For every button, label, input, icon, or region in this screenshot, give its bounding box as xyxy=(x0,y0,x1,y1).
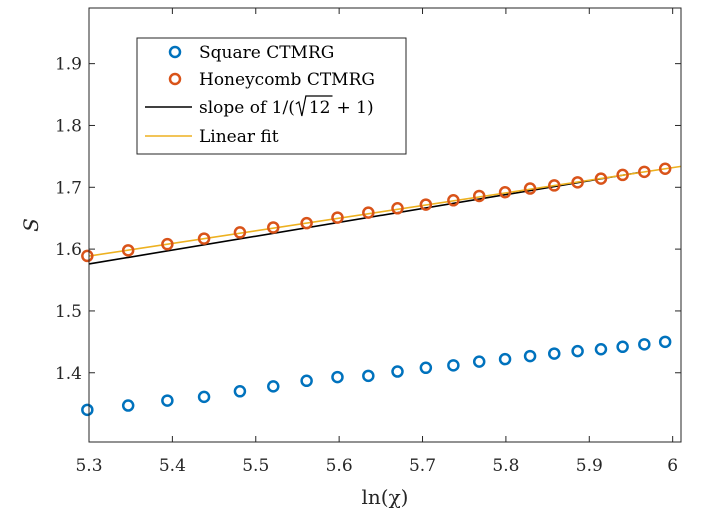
square-ctmrg-point-14 xyxy=(523,349,537,363)
honeycomb-ctmrg-point-18 xyxy=(616,168,629,182)
x-tick-label: 5.4 xyxy=(159,456,186,476)
square-ctmrg-point-10 xyxy=(419,361,433,375)
honeycomb-ctmrg-point-16 xyxy=(571,176,584,189)
honeycomb-ctmrg-point-8 xyxy=(362,206,375,219)
square-ctmrg-point-9 xyxy=(391,365,404,378)
square-ctmrg-point-8 xyxy=(362,369,375,383)
square-ctmrg-point-3 xyxy=(197,390,211,404)
legend-label-slope-radicand: 12 xyxy=(309,98,331,118)
square-ctmrg-point-18 xyxy=(616,340,629,354)
honeycomb-ctmrg-point-11 xyxy=(447,194,460,207)
x-tick-label: 5.7 xyxy=(409,456,436,476)
y-tick-label: 1.6 xyxy=(55,240,82,260)
square-ctmrg-point-7 xyxy=(331,370,344,384)
honeycomb-ctmrg-point-7 xyxy=(331,211,344,224)
x-tick-label: 5.9 xyxy=(576,456,603,476)
y-tick-label: 1.4 xyxy=(55,364,82,384)
honeycomb-ctmrg-point-12 xyxy=(472,189,486,203)
legend-marker-honeycomb xyxy=(168,72,182,86)
square-ctmrg-point-0 xyxy=(81,403,94,417)
square-ctmrg-point-13 xyxy=(498,352,512,366)
y-tick-label: 1.9 xyxy=(55,55,82,75)
square-ctmrg-point-16 xyxy=(571,344,584,358)
x-tick-label: 5.6 xyxy=(326,456,353,476)
x-tick-label: 5.8 xyxy=(492,456,519,476)
y-tick-label: 1.5 xyxy=(55,302,82,322)
legend-label-slope-suffix: + 1) xyxy=(337,98,374,118)
legend-label-slope-prefix: slope of 1/( xyxy=(199,98,295,118)
x-tick-label: 6 xyxy=(667,456,678,476)
honeycomb-ctmrg-point-1 xyxy=(121,244,135,257)
honeycomb-ctmrg-point-0 xyxy=(81,249,94,263)
square-ctmrg-point-6 xyxy=(300,374,313,388)
honeycomb-ctmrg-point-2 xyxy=(161,237,174,251)
legend-label-slope: slope of 1/( 12 + 1) xyxy=(199,95,374,118)
sqrt-radical xyxy=(295,95,333,117)
square-ctmrg-point-5 xyxy=(267,380,280,393)
honeycomb-ctmrg-point-10 xyxy=(419,198,433,211)
honeycomb-ctmrg-point-20 xyxy=(658,162,672,175)
square-ctmrg-point-2 xyxy=(161,394,174,407)
honeycomb-ctmrg-point-5 xyxy=(267,221,280,234)
data-layer xyxy=(81,162,682,417)
x-tick-label: 5.5 xyxy=(242,456,269,476)
plot-frame xyxy=(88,7,682,443)
honeycomb-ctmrg-point-14 xyxy=(523,182,537,195)
square-ctmrg-point-1 xyxy=(121,399,135,412)
honeycomb-ctmrg-point-19 xyxy=(638,165,651,179)
square-ctmrg-point-17 xyxy=(594,343,608,356)
x-axis-label: ln(χ) xyxy=(361,485,408,509)
legend-label-honeycomb: Honeycomb CTMRG xyxy=(199,70,375,90)
honeycomb-ctmrg-point-13 xyxy=(498,185,512,199)
honeycomb-ctmrg-point-3 xyxy=(197,232,211,245)
x-tick-label: 5.3 xyxy=(75,456,102,476)
slope-reference-line xyxy=(88,171,640,265)
square-ctmrg-point-11 xyxy=(447,359,460,372)
legend-label-linear-fit: Linear fit xyxy=(199,127,279,147)
legend-box xyxy=(136,37,407,155)
honeycomb-ctmrg-point-17 xyxy=(594,172,608,185)
y-tick-label: 1.8 xyxy=(55,116,82,136)
legend-marker-square xyxy=(168,45,182,59)
y-tick-label: 1.7 xyxy=(55,178,82,198)
legend: Square CTMRG Honeycomb CTMRG slope of 1/… xyxy=(136,37,407,155)
square-ctmrg-point-15 xyxy=(548,347,561,360)
honeycomb-ctmrg-point-6 xyxy=(300,216,313,230)
honeycomb-ctmrg-point-15 xyxy=(548,179,561,192)
legend-label-square: Square CTMRG xyxy=(199,43,334,63)
square-ctmrg-point-4 xyxy=(233,385,247,398)
y-axis-label: S xyxy=(19,218,43,232)
honeycomb-ctmrg-point-9 xyxy=(391,202,404,215)
honeycomb-ctmrg-point-4 xyxy=(233,226,247,239)
square-ctmrg-point-19 xyxy=(638,338,651,351)
tick-layer: 5.3 5.4 5.5 5.6 5.7 5.8 5.9 6 1.4 1.5 1.6 1.7 1.8 1.9 xyxy=(55,8,681,476)
square-ctmrg-point-20 xyxy=(658,335,672,349)
square-ctmrg-point-12 xyxy=(472,355,486,368)
